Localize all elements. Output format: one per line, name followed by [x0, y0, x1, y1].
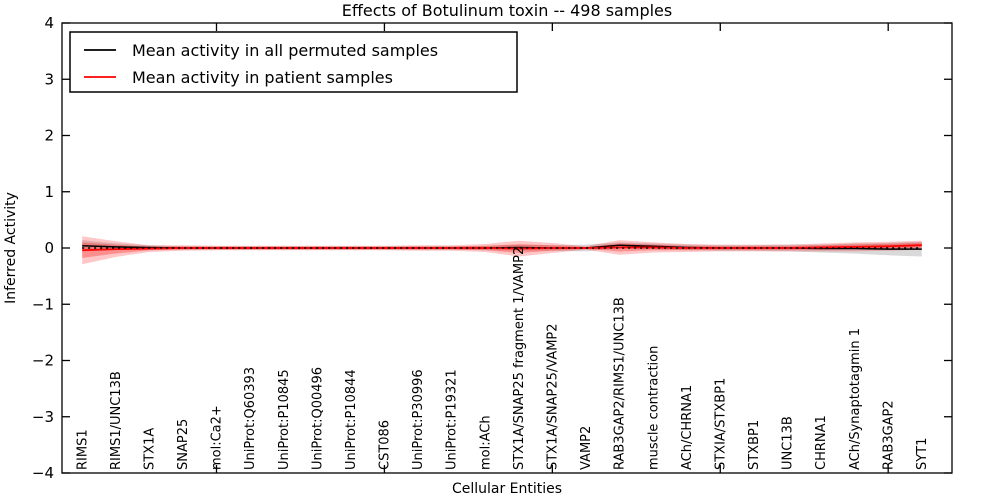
x-category-label: UniProt:P30996	[411, 369, 426, 470]
y-tick-label: 0	[44, 239, 54, 257]
y-tick-label: −3	[32, 408, 54, 426]
x-category-label: UniProt:P10844	[344, 369, 359, 470]
x-category-label: VAMP2	[579, 426, 594, 470]
x-category-label: CST086	[378, 420, 393, 470]
x-category-label: STX1A/SNAP25/VAMP2	[545, 323, 560, 470]
x-category-label: UniProt:P19321	[445, 369, 460, 470]
x-category-label: mol:Ca2+	[210, 405, 225, 470]
y-tick-label: −2	[32, 352, 54, 370]
x-category-label: RIMS1/UNC13B	[109, 371, 124, 470]
x-category-label: RAB3GAP2	[881, 400, 896, 470]
x-category-label: SYT1	[915, 438, 930, 470]
y-tick-label: −4	[32, 464, 54, 482]
y-tick-label: 4	[44, 14, 54, 32]
x-category-label: UniProt:Q00496	[310, 367, 325, 470]
x-category-label: RAB3GAP2/RIMS1/UNC13B	[613, 297, 628, 470]
x-category-label: mol:ACh	[478, 415, 493, 470]
x-category-label: SNAP25	[176, 419, 191, 470]
legend-entry-label: Mean activity in patient samples	[132, 68, 393, 87]
x-category-label: STX1A	[142, 428, 157, 470]
x-category-label: STXIA/STXBP1	[713, 378, 728, 470]
y-tick-label: 3	[44, 70, 54, 88]
x-category-label: UNC13B	[781, 416, 796, 470]
y-tick-label: 1	[44, 183, 54, 201]
y-tick-label: −1	[32, 295, 54, 313]
x-category-label: ACh/CHRNA1	[680, 385, 695, 470]
legend-box	[69, 31, 518, 93]
legend-entry-label: Mean activity in all permuted samples	[132, 41, 438, 60]
x-category-label: UniProt:P10845	[277, 369, 292, 470]
x-category-label: CHRNA1	[814, 415, 829, 470]
x-category-label: UniProt:Q60393	[243, 367, 258, 470]
chart-title: Effects of Botulinum toxin -- 498 sample…	[342, 1, 672, 20]
x-axis-label: Cellular Entities	[452, 481, 562, 497]
patient-std-band-inner	[82, 242, 922, 258]
x-category-label: ACh/Synaptotagmin 1	[848, 328, 863, 470]
x-category-label: STX1A/SNAP25 fragment 1/VAMP2	[512, 247, 527, 470]
patient-std-band-outer	[82, 236, 922, 265]
x-category-label: muscle contraction	[646, 346, 661, 470]
x-category-label: STXBP1	[747, 420, 762, 470]
y-tick-label: 2	[44, 127, 54, 145]
x-category-label: RIMS1	[75, 429, 90, 470]
y-axis-label: Inferred Activity	[3, 192, 19, 304]
